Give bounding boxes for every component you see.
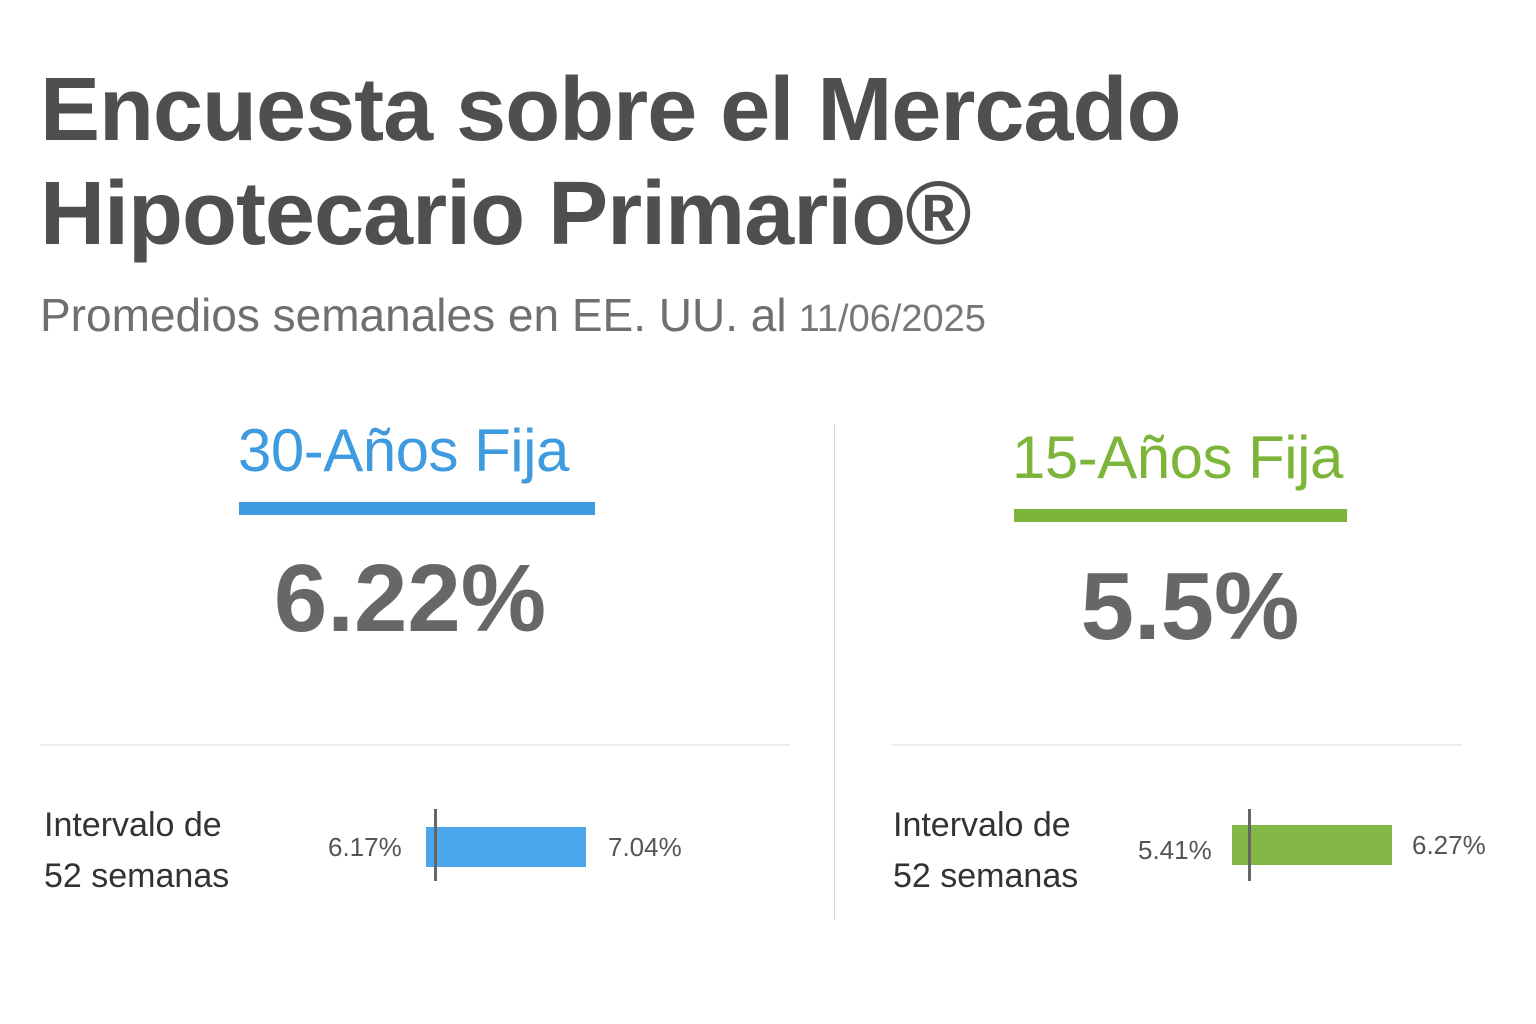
current-rate-marker-30-year xyxy=(434,809,438,881)
title-line-1: Encuesta sobre el Mercado xyxy=(40,60,1181,160)
section-rule-30-year xyxy=(40,744,790,746)
range-label-15-year: Intervalo de 52 semanas xyxy=(893,800,1078,902)
page-title: Encuesta sobre el Mercado Hipotecario Pr… xyxy=(40,58,1340,266)
product-underline-30-year xyxy=(239,502,595,515)
range-label-line-2: 52 semanas xyxy=(44,857,230,895)
rate-value-15-year: 5.5% xyxy=(1080,553,1300,660)
subtitle-text: Promedios semanales en EE. UU. al xyxy=(40,289,787,341)
range-high-30-year: 7.04% xyxy=(608,832,682,862)
range-label-line-2: 52 semanas xyxy=(893,857,1079,895)
range-label-30-year: Intervalo de 52 semanas xyxy=(44,800,229,902)
current-rate-marker-15-year xyxy=(1247,809,1251,881)
page-subtitle: Promedios semanales en EE. UU. al 11/06/2… xyxy=(40,288,986,342)
product-name-15-year: 15-Años Fija xyxy=(1012,424,1343,491)
rate-value-30-year: 6.22% xyxy=(273,545,547,652)
product-underline-15-year xyxy=(1014,509,1347,522)
section-rule-15-year xyxy=(892,744,1462,746)
range-low-30-year: 6.17% xyxy=(328,832,402,862)
range-bar-15-year xyxy=(1232,825,1392,865)
panel-15-year: 15-Años Fija 5.5% Intervalo de 52 semana… xyxy=(835,0,1536,1024)
panel-30-year: 30-Años Fija 6.22% Intervalo de 52 seman… xyxy=(40,417,790,902)
range-label-line-1: Intervalo de xyxy=(893,806,1071,844)
panel-divider xyxy=(834,424,835,920)
range-bar-30-year xyxy=(426,827,586,867)
range-label-line-1: Intervalo de xyxy=(44,806,222,844)
survey-date: 11/06/2025 xyxy=(798,298,986,340)
range-high-15-year: 6.27% xyxy=(1412,830,1486,860)
range-low-15-year: 5.41% xyxy=(1138,835,1212,865)
title-line-2: Hipotecario Primario® xyxy=(40,164,972,264)
product-name-30-year: 30-Años Fija xyxy=(238,417,569,484)
